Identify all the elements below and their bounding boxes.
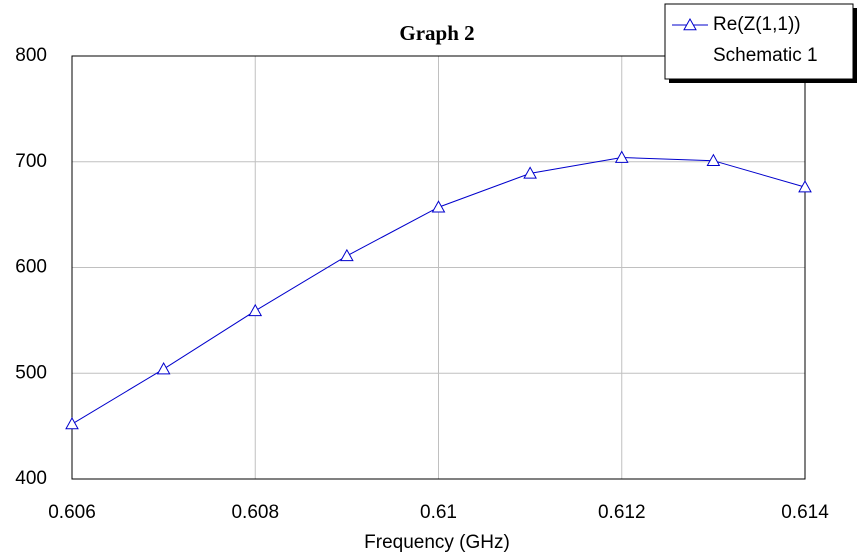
legend-marker	[683, 17, 697, 31]
marker	[431, 200, 446, 213]
plot-frame	[71, 55, 806, 480]
y-tick-label: 400	[15, 468, 47, 489]
marker	[156, 361, 171, 375]
x-tick-label: 0.614	[781, 502, 829, 523]
y-tick-label: 800	[15, 45, 47, 66]
marker	[798, 180, 812, 193]
x-tick-label: 0.608	[231, 502, 279, 523]
legend-source: Schematic 1	[713, 45, 818, 66]
x-tick-label: 0.606	[48, 502, 96, 523]
marker	[340, 248, 354, 262]
legend-box	[664, 3, 854, 80]
marker	[65, 416, 79, 430]
marker	[523, 166, 537, 179]
x-axis-label: Frequency (GHz)	[364, 532, 510, 553]
marker	[706, 153, 721, 166]
marker	[614, 150, 629, 163]
marker	[248, 303, 263, 317]
y-tick-label: 500	[15, 362, 47, 383]
x-tick-label: 0.61	[420, 502, 457, 523]
y-tick-label: 700	[15, 151, 47, 172]
legend-label: Re(Z(1,1))	[713, 14, 801, 35]
y-tick-label: 600	[15, 257, 47, 278]
chart-title: Graph 2	[399, 21, 474, 45]
x-tick-label: 0.612	[598, 502, 646, 523]
